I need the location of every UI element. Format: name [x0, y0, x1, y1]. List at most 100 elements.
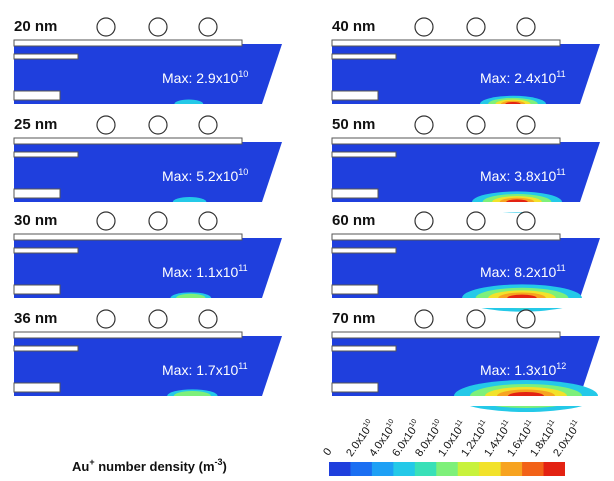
particle-circle [466, 211, 486, 231]
max-exponent: 11 [238, 263, 248, 273]
particle-circle [198, 17, 218, 37]
simulation-panel: 30 nm Max: 1.1x1011 [10, 211, 282, 308]
bottom-electrode [331, 382, 379, 393]
density-map [10, 309, 282, 406]
middle-electrode [331, 151, 397, 158]
top-electrode [331, 233, 561, 241]
colorbar-segment [457, 462, 480, 476]
panel-max-value: Max: 1.1x1011 [162, 260, 248, 280]
colorbar-segment [479, 462, 502, 476]
panel-size-label: 60 nm [332, 212, 376, 229]
particle-circle [414, 309, 434, 329]
max-mantissa: Max: 2.4x10 [480, 70, 557, 86]
middle-electrode [13, 247, 79, 254]
bottom-electrode [13, 188, 61, 199]
title-close: ) [222, 459, 227, 474]
particle-circle [148, 115, 168, 135]
domain-region [14, 336, 282, 396]
max-exponent: 10 [238, 69, 249, 79]
middle-electrode [13, 345, 79, 352]
density-map [328, 17, 600, 114]
max-mantissa: Max: 5.2x10 [162, 168, 239, 184]
colorbar-segment [371, 462, 394, 476]
density-map [328, 309, 600, 412]
domain-region [14, 44, 282, 104]
domain-region [332, 44, 600, 104]
max-exponent: 11 [556, 263, 566, 273]
domain-region [14, 238, 282, 298]
panel-max-value: Max: 2.9x1010 [162, 66, 248, 86]
max-mantissa: Max: 8.2x10 [480, 264, 557, 280]
colorbar-segment [500, 462, 523, 476]
particle-circle [466, 309, 486, 329]
density-map [328, 115, 600, 213]
bottom-electrode [331, 188, 379, 199]
colorbar-segment [522, 462, 545, 476]
colorbar-segment [436, 462, 459, 476]
simulation-panel: 25 nm Max: 5.2x1010 [10, 115, 282, 212]
simulation-panel: 70 nm Max: 1.3x1012 [328, 309, 600, 412]
particle-circle [516, 211, 536, 231]
max-exponent: 12 [556, 361, 567, 371]
title-charge: + [89, 457, 95, 467]
colorbar-segment [350, 462, 373, 476]
max-mantissa: Max: 1.1x10 [162, 264, 239, 280]
middle-electrode [13, 151, 79, 158]
colorbar-segment [543, 462, 566, 476]
simulation-panel: 36 nm Max: 1.7x1011 [10, 309, 282, 406]
max-exponent: 11 [556, 167, 566, 177]
panel-max-value: Max: 1.7x1011 [162, 358, 248, 378]
simulation-panel: 40 nm Max: 2.4x1011 [328, 17, 600, 114]
panel-size-label: 25 nm [14, 116, 58, 133]
density-map [10, 115, 282, 212]
top-electrode [13, 137, 243, 145]
particle-circle [414, 17, 434, 37]
colorbar-title: Au+ number density (m-3) [72, 457, 227, 474]
panel-max-value: Max: 1.3x1012 [480, 358, 566, 378]
max-mantissa: Max: 1.7x10 [162, 362, 239, 378]
particle-circle [466, 17, 486, 37]
title-text: number density (m [94, 459, 215, 474]
panel-size-label: 20 nm [14, 18, 58, 35]
middle-electrode [331, 345, 397, 352]
panel-size-label: 30 nm [14, 212, 58, 229]
particle-circle [96, 211, 116, 231]
particle-circle [148, 309, 168, 329]
particle-circle [148, 211, 168, 231]
particle-circle [198, 309, 218, 329]
simulation-panel: 20 nm Max: 2.9x1010 [10, 17, 282, 114]
domain-bottom-edge [328, 396, 600, 406]
domain-bottom-edge [10, 396, 282, 406]
particle-circle [198, 211, 218, 231]
middle-electrode [331, 247, 397, 254]
colorbar-tick-label: 0 [321, 446, 335, 458]
title-unit-exponent: -3 [214, 457, 223, 467]
domain-bottom-edge [328, 298, 600, 308]
panel-size-label: 70 nm [332, 310, 376, 327]
max-mantissa: Max: 1.3x10 [480, 362, 557, 378]
panel-max-value: Max: 8.2x1011 [480, 260, 566, 280]
panel-size-label: 40 nm [332, 18, 376, 35]
bottom-electrode [13, 90, 61, 101]
domain-bottom-edge [10, 104, 282, 114]
particle-circle [96, 309, 116, 329]
max-mantissa: Max: 2.9x10 [162, 70, 239, 86]
middle-electrode [331, 53, 397, 60]
density-map [10, 211, 282, 308]
top-electrode [13, 331, 243, 339]
simulation-panel: 60 nm Max: 8.2x1011 [328, 211, 600, 312]
panel-max-value: Max: 3.8x1011 [480, 164, 566, 184]
domain-region [14, 142, 282, 202]
panel-max-value: Max: 5.2x1010 [162, 164, 248, 184]
top-electrode [331, 39, 561, 47]
domain-bottom-edge [10, 202, 282, 212]
density-map [10, 17, 282, 114]
colorbar-segment [329, 462, 351, 476]
colorbar-segment [393, 462, 416, 476]
colorbar-segment [414, 462, 437, 476]
panel-size-label: 36 nm [14, 310, 58, 327]
max-exponent: 11 [238, 361, 248, 371]
particle-circle [414, 115, 434, 135]
top-electrode [13, 233, 243, 241]
bottom-electrode [331, 90, 379, 101]
